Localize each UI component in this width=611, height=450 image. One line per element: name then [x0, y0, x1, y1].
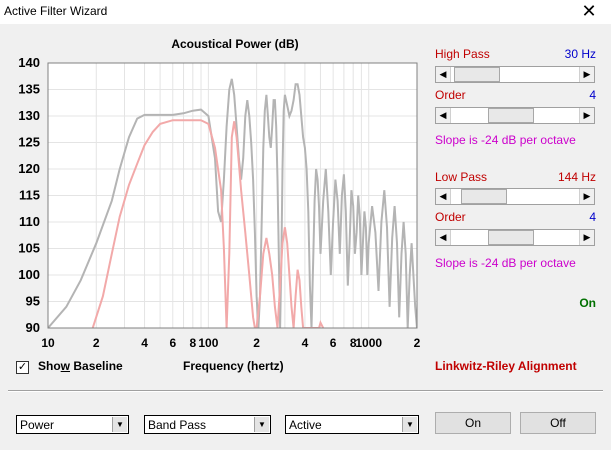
slider-left-arrow-icon[interactable]: ◀ — [436, 230, 451, 245]
x-tick-label: 1000 — [355, 336, 382, 350]
low-pass-order-label: Order — [435, 210, 466, 224]
slider-right-arrow-icon[interactable]: ▶ — [579, 108, 594, 123]
filter-type-dropdown[interactable]: Band Pass ▼ — [144, 415, 271, 434]
filter-type-value: Band Pass — [148, 418, 207, 432]
high-pass-label: High Pass — [435, 47, 490, 61]
y-tick-label: 115 — [19, 188, 40, 203]
x-axis-label: Frequency (hertz) — [183, 359, 284, 373]
plot-border — [47, 62, 418, 329]
x-tick-label: 10 — [41, 336, 55, 350]
low-pass-order-value: 4 — [589, 210, 596, 224]
off-button[interactable]: Off — [520, 412, 596, 434]
low-pass-value: 144 Hz — [557, 170, 596, 184]
slider-right-arrow-icon[interactable]: ▶ — [579, 230, 594, 245]
high-pass-order-slider-thumb[interactable] — [487, 108, 534, 123]
dropdown-arrow-icon[interactable]: ▼ — [112, 417, 127, 432]
y-tick-label: 90 — [26, 320, 40, 335]
high-pass-value: 30 Hz — [564, 47, 596, 61]
high-pass-slider[interactable]: ◀ ▶ — [435, 66, 595, 83]
slider-left-arrow-icon[interactable]: ◀ — [436, 108, 451, 123]
y-tick-label: 130 — [18, 108, 40, 123]
slider-right-arrow-icon[interactable]: ▶ — [579, 189, 594, 204]
high-pass-slider-thumb[interactable] — [454, 67, 501, 82]
high-pass-order-value: 4 — [589, 88, 596, 102]
show-baseline-checkbox[interactable]: ✓ — [16, 361, 29, 374]
y-tick-label: 95 — [26, 294, 40, 309]
show-baseline-label[interactable]: Show Baseline — [38, 359, 123, 373]
chart-type-value: Power — [20, 418, 55, 432]
low-pass-slider[interactable]: ◀ ▶ — [435, 188, 595, 205]
low-pass-label: Low Pass — [435, 170, 488, 184]
x-tick-label: 4 — [141, 336, 148, 350]
low-pass-order-slider-thumb[interactable] — [487, 230, 534, 245]
low-pass-slope-text: Slope is -24 dB per octave — [435, 256, 576, 270]
dropdown-arrow-icon[interactable]: ▼ — [254, 417, 269, 432]
on-button[interactable]: On — [435, 412, 511, 434]
mode-value: Active — [289, 418, 322, 432]
x-tick-label: 6 — [330, 336, 337, 350]
slider-left-arrow-icon[interactable]: ◀ — [436, 189, 451, 204]
x-tick-label: 2 — [93, 336, 100, 350]
high-pass-order-label: Order — [435, 88, 466, 102]
x-tick-label: 8 — [350, 336, 357, 350]
x-tick-label: 2 — [253, 336, 260, 350]
y-tick-label: 110 — [19, 214, 40, 229]
y-tick-label: 135 — [18, 82, 40, 97]
x-tick-label: 100 — [198, 336, 218, 350]
y-tick-label: 125 — [18, 135, 40, 150]
x-tick-label: 2 — [414, 336, 421, 350]
y-tick-label: 120 — [18, 161, 40, 176]
separator — [8, 390, 603, 392]
x-tick-label: 8 — [189, 336, 196, 350]
window-title: Active Filter Wizard — [4, 4, 108, 18]
low-pass-slider-thumb[interactable] — [460, 189, 507, 204]
y-tick-label: 140 — [18, 55, 40, 70]
chart-type-dropdown[interactable]: Power ▼ — [16, 415, 129, 434]
title-bar: Active Filter Wizard ✕ — [0, 0, 611, 24]
dropdown-arrow-icon[interactable]: ▼ — [402, 417, 417, 432]
low-pass-order-slider[interactable]: ◀ ▶ — [435, 229, 595, 246]
y-tick-label: 100 — [18, 267, 40, 282]
filtered-response-line — [91, 119, 325, 328]
x-tick-label: 4 — [302, 336, 309, 350]
chart-title: Acoustical Power (dB) — [171, 37, 299, 51]
status-indicator: On — [579, 296, 596, 310]
close-icon[interactable]: ✕ — [581, 1, 597, 21]
slider-right-arrow-icon[interactable]: ▶ — [579, 67, 594, 82]
y-tick-label: 105 — [18, 241, 40, 256]
high-pass-slope-text: Slope is -24 dB per octave — [435, 133, 576, 147]
high-pass-order-slider[interactable]: ◀ ▶ — [435, 107, 595, 124]
baseline-response-line — [48, 78, 417, 328]
x-tick-label: 6 — [169, 336, 176, 350]
slider-left-arrow-icon[interactable]: ◀ — [436, 67, 451, 82]
alignment-label: Linkwitz-Riley Alignment — [435, 359, 577, 373]
mode-dropdown[interactable]: Active ▼ — [285, 415, 419, 434]
